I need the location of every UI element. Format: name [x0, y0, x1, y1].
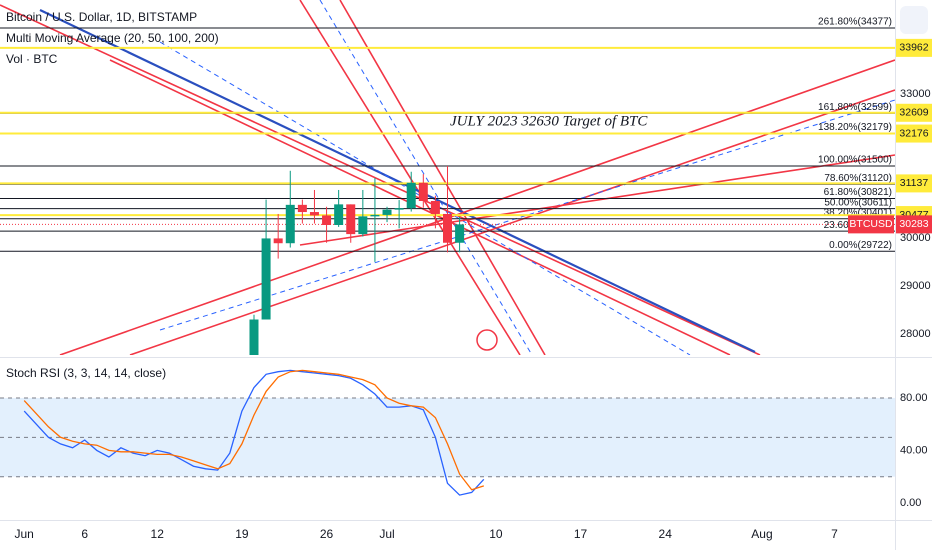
candle-body [406, 182, 416, 209]
price-label: 31137 [900, 177, 929, 189]
price-label-box [896, 124, 932, 143]
x-tick-label: Jun [15, 527, 34, 541]
price-label: 32609 [899, 107, 928, 119]
x-tick-label: Aug [751, 527, 772, 541]
candle-body [285, 204, 295, 244]
stoch-line [23, 369, 485, 496]
candle-body [346, 204, 356, 235]
trend-lines [0, 0, 895, 355]
fib-label: 38.20%(30401) [824, 207, 892, 218]
price-label-box [896, 38, 932, 57]
candle-body [455, 224, 465, 243]
x-tick-label: 26 [320, 527, 334, 541]
x-tick-label: Jul [379, 527, 394, 541]
y-tick-label: 80.00 [900, 392, 928, 404]
settings-button[interactable] [900, 6, 928, 34]
x-tick-label: 10 [489, 527, 503, 541]
indicator-label: Multi Moving Average (20, 50, 100, 200) [6, 31, 219, 45]
candle-body [322, 215, 332, 225]
x-tick-label: 7 [831, 527, 838, 541]
x-tick-label: 6 [81, 527, 88, 541]
price-pane: JULY 2023 32630 Target of BTC 261.80%(34… [0, 0, 895, 355]
price-label-box [896, 174, 932, 193]
indicator-label: Vol · BTC [6, 52, 58, 66]
x-tick-label: 19 [235, 527, 249, 541]
indicator-label: Stoch RSI (3, 3, 14, 14, close) [6, 366, 166, 380]
candle-body [358, 216, 368, 235]
y-tick-label: 29000 [900, 280, 931, 292]
candle-body [297, 204, 307, 213]
x-tick-label: 24 [659, 527, 673, 541]
candle-body [443, 213, 452, 243]
price-label-box [896, 103, 932, 122]
candle-body [370, 214, 380, 217]
price-label: 33962 [899, 42, 928, 54]
fib-label: 61.80%(30821) [824, 187, 892, 198]
y-tick-label: 30000 [900, 232, 931, 244]
x-tick-label: 12 [151, 527, 165, 541]
stoch-line [23, 369, 484, 491]
symbol-tag: BTCUSD [849, 218, 893, 230]
price-label-box [896, 215, 932, 234]
alert-icon[interactable] [476, 329, 498, 351]
candle-body [394, 208, 404, 210]
price-label: 30283 [899, 218, 928, 230]
x-tick-label: 17 [574, 527, 588, 541]
price-label: 32176 [899, 127, 928, 139]
fib-label: 50.00%(30611) [824, 197, 892, 208]
fib-label: 261.80%(34377) [818, 17, 892, 28]
axes: 339623260932176311373047730283BTCUSD2800… [15, 38, 932, 541]
annotation: JULY 2023 32630 Target of BTC [450, 113, 648, 129]
y-tick-label: 40.00 [900, 444, 928, 456]
fib-label: 100.00%(31500) [818, 155, 892, 166]
fib-label: 138.20%(32179) [818, 122, 892, 133]
candle-body [309, 212, 319, 216]
stoch-pane [0, 369, 895, 496]
candle-body [430, 201, 440, 214]
candle-body [334, 204, 344, 225]
y-tick-label: 0.00 [900, 497, 921, 509]
fib-label: 78.60%(31120) [824, 173, 892, 184]
candle-body [418, 182, 428, 202]
candle-body [273, 238, 283, 244]
title: Bitcoin / U.S. Dollar, 1D, BITSTAMP [6, 10, 197, 24]
candle-body [249, 319, 259, 355]
y-tick-label: 28000 [900, 328, 931, 340]
fib-label: 0.00%(29722) [829, 240, 892, 251]
candle-body [261, 238, 271, 320]
fib-label: 161.80%(32599) [818, 102, 892, 113]
y-tick-label: 33000 [900, 88, 931, 100]
candle-body [382, 209, 392, 215]
symbol-tag-box [848, 215, 894, 234]
